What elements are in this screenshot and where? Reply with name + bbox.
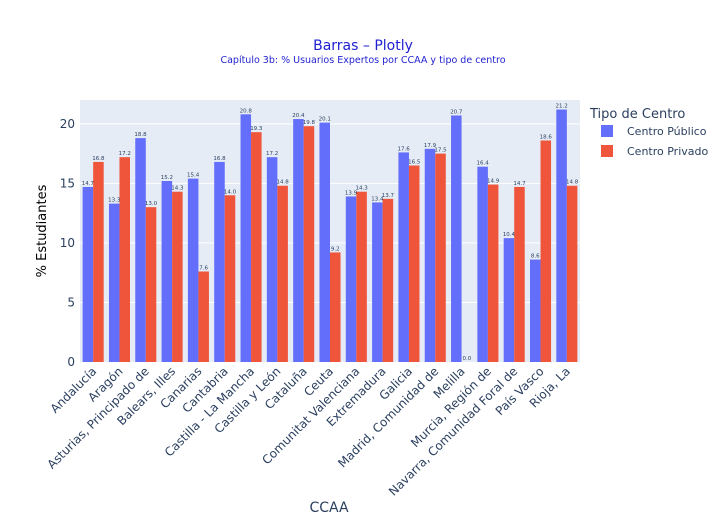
bar[interactable] xyxy=(556,109,567,362)
data-label: 19.3 xyxy=(250,126,263,132)
bar[interactable] xyxy=(566,185,578,362)
chart-subtitle: Capítulo 3b: % Usuarios Expertos por CCA… xyxy=(220,55,505,66)
bar[interactable] xyxy=(514,186,525,362)
data-label: 18.6 xyxy=(540,134,553,140)
data-label: 14.7 xyxy=(82,181,95,187)
bar[interactable] xyxy=(356,191,367,362)
bar[interactable] xyxy=(503,238,515,362)
data-label: 14.8 xyxy=(277,180,290,186)
bar[interactable] xyxy=(135,138,146,362)
legend-label-privado[interactable]: Centro Privado xyxy=(627,145,708,158)
data-label: 13.7 xyxy=(382,193,395,199)
data-label: 13.3 xyxy=(108,198,121,204)
data-label: 16.8 xyxy=(92,156,105,162)
bar[interactable] xyxy=(266,157,278,362)
bar[interactable] xyxy=(187,178,199,362)
data-label: 16.4 xyxy=(477,161,490,167)
data-label: 8.6 xyxy=(531,254,540,260)
y-tick-label: 20 xyxy=(60,117,75,131)
bar[interactable] xyxy=(119,157,130,362)
bar[interactable] xyxy=(382,198,394,362)
legend-label-publico[interactable]: Centro Público xyxy=(627,125,707,138)
data-label: 15.4 xyxy=(187,173,200,179)
legend-title: Tipo de Centro xyxy=(589,107,685,122)
bar[interactable] xyxy=(108,203,120,362)
bar[interactable] xyxy=(303,126,315,362)
bar[interactable] xyxy=(372,202,383,362)
data-label: 15.2 xyxy=(161,175,173,181)
y-axis-title: % Estudiantes xyxy=(35,184,50,277)
data-label: 16.5 xyxy=(408,160,421,166)
bars xyxy=(82,109,578,363)
data-label: 14.8 xyxy=(566,180,579,186)
data-label: 20.4 xyxy=(292,113,305,119)
y-tick-label: 15 xyxy=(60,176,75,190)
bar[interactable] xyxy=(477,166,488,362)
data-label: 10.4 xyxy=(503,232,516,238)
bar[interactable] xyxy=(198,271,209,362)
data-label: 14.7 xyxy=(513,181,526,187)
data-label: 0.0 xyxy=(462,356,471,362)
bar[interactable] xyxy=(224,195,236,362)
bar[interactable] xyxy=(214,161,225,362)
bar[interactable] xyxy=(93,161,104,362)
data-label: 7.6 xyxy=(199,265,208,271)
data-label: 17.2 xyxy=(266,151,278,157)
legend-swatch-privado xyxy=(601,145,613,157)
data-label: 13.0 xyxy=(145,201,158,207)
data-label: 14.3 xyxy=(355,186,368,192)
data-label: 20.7 xyxy=(450,109,463,115)
y-tick-label: 0 xyxy=(67,355,75,369)
bar[interactable] xyxy=(161,180,173,362)
bar[interactable] xyxy=(293,119,304,363)
bar[interactable] xyxy=(451,115,462,363)
data-label: 19.8 xyxy=(303,120,316,126)
bar-labels: 14.7 13.3 18.8 15.2 15.4 16.8 20.8 17.2 20.4 20.1… xyxy=(82,104,579,362)
bar[interactable] xyxy=(487,184,499,362)
y-tick-label: 5 xyxy=(67,295,75,309)
legend-swatch-publico xyxy=(601,125,613,137)
data-label: 17.9 xyxy=(424,143,437,149)
bar[interactable] xyxy=(408,165,420,363)
bar[interactable] xyxy=(345,196,357,362)
bar[interactable] xyxy=(145,207,157,362)
data-label: 14.3 xyxy=(171,186,184,192)
x-axis-title: CCAA xyxy=(309,500,349,516)
data-label: 20.8 xyxy=(240,108,253,114)
data-label: 17.6 xyxy=(398,146,411,152)
data-label: 20.1 xyxy=(319,117,331,123)
bar[interactable] xyxy=(277,185,288,362)
data-label: 14.0 xyxy=(224,189,237,195)
data-label: 17.2 xyxy=(119,151,131,157)
bar[interactable] xyxy=(172,191,183,362)
y-tick-label: 10 xyxy=(60,236,75,250)
data-label: 21.2 xyxy=(555,104,567,110)
bar[interactable] xyxy=(319,122,330,362)
bar[interactable] xyxy=(530,259,541,362)
bar[interactable] xyxy=(82,186,94,362)
bar[interactable] xyxy=(435,153,446,362)
bar[interactable] xyxy=(330,252,341,362)
legend: Tipo de Centro Centro Público Centro Pri… xyxy=(589,107,708,158)
data-label: 17.5 xyxy=(434,148,447,154)
bar[interactable] xyxy=(251,132,262,362)
bar[interactable] xyxy=(240,114,252,362)
bar[interactable] xyxy=(424,148,436,362)
data-label: 13.9 xyxy=(345,190,358,196)
data-label: 14.9 xyxy=(487,179,500,185)
y-tick-labels: 0 5 10 15 20 xyxy=(60,117,75,369)
data-label: 13.4 xyxy=(371,196,384,202)
bar[interactable] xyxy=(398,152,409,362)
data-label: 18.8 xyxy=(134,132,147,138)
chart-title: Barras – Plotly xyxy=(313,38,413,54)
data-label: 16.8 xyxy=(213,156,226,162)
bar[interactable] xyxy=(540,140,552,362)
data-label: 9.2 xyxy=(331,246,340,252)
